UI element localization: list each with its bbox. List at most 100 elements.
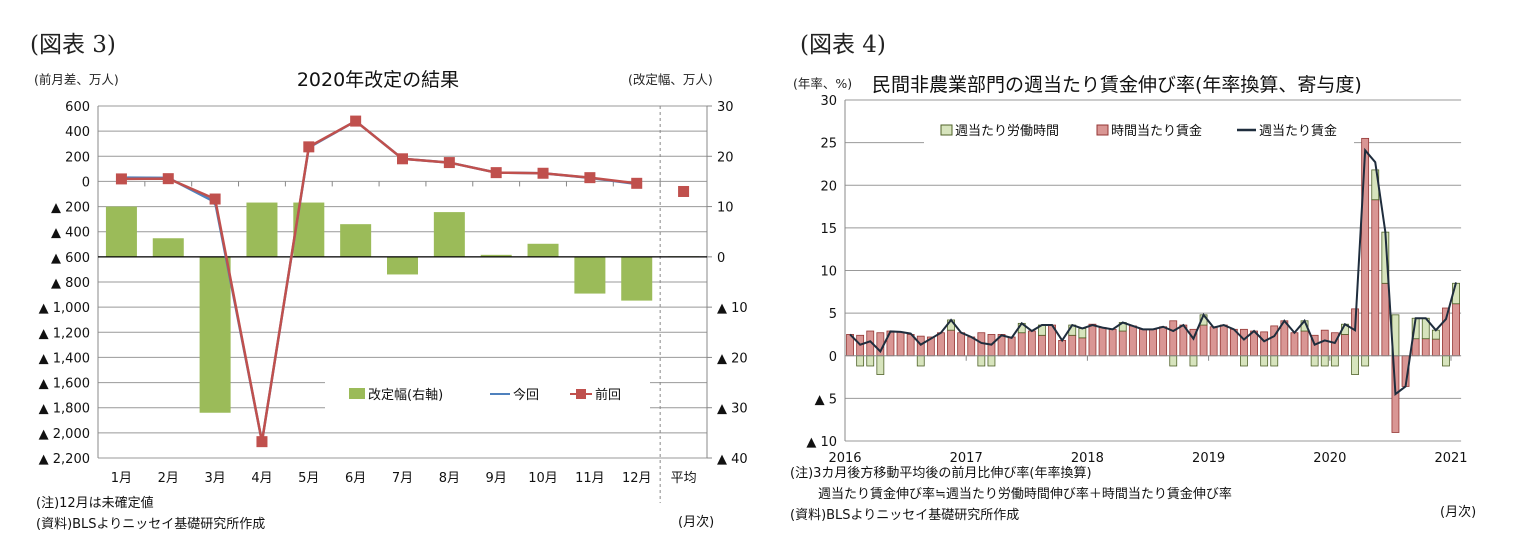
hourly-wage-bar xyxy=(1108,328,1117,357)
hourly-wage-bar xyxy=(1421,338,1430,357)
hourly-wage-bar xyxy=(1149,328,1157,357)
left-axis-tick-label: ▲ 400 xyxy=(51,226,90,241)
hourly-wage-bar xyxy=(947,329,955,357)
hourly-wage-bar xyxy=(1260,331,1269,357)
hourly-wage-bar xyxy=(1300,330,1309,357)
hourly-wage-bar xyxy=(1058,340,1067,357)
legend-swatch-hours xyxy=(940,124,953,136)
left-axis-tick-label: 0 xyxy=(82,175,90,190)
fig3-note: (注)12月は未確定値 xyxy=(36,495,154,511)
fig3-label: (図表 3) xyxy=(30,32,116,58)
fig3-period-unit: (月次) xyxy=(678,514,714,530)
fig3-left-axis-unit: (前月差、万人) xyxy=(34,72,119,87)
left-axis-tick-label: ▲ 800 xyxy=(51,276,90,291)
previous-marker xyxy=(256,436,268,448)
hours-bar xyxy=(1310,355,1319,367)
revision-bar xyxy=(480,254,512,257)
left-axis-tick-label: 200 xyxy=(65,150,90,165)
x-axis-tick-label: 2016 xyxy=(828,451,861,466)
previous-marker xyxy=(631,177,643,189)
y-axis-tick-label: ▲ 5 xyxy=(815,392,837,407)
legend-label-previous: 前回 xyxy=(595,387,621,403)
weekly-wage-line xyxy=(849,147,1458,397)
hourly-wage-bar xyxy=(1027,330,1036,357)
hourly-wage-bar xyxy=(1371,199,1380,357)
revision-bar xyxy=(152,238,184,257)
x-axis-tick-label: 2019 xyxy=(1192,451,1225,466)
left-axis-tick-label: ▲ 1,400 xyxy=(39,351,90,366)
hours-bar xyxy=(1270,355,1279,367)
x-axis-tick-label: 2018 xyxy=(1071,451,1104,466)
hourly-wage-bar xyxy=(1159,326,1168,357)
hours-bar xyxy=(866,355,875,367)
hourly-wage-bar xyxy=(1118,330,1127,357)
hourly-wage-bar xyxy=(1229,328,1238,357)
right-axis-tick-label: 10 xyxy=(717,201,734,216)
fig3-source: (資料)BLSよりニッセイ基礎研究所作成 xyxy=(36,517,265,532)
y-axis-tick-label: ▲ 10 xyxy=(806,435,837,450)
hours-bar xyxy=(1169,355,1178,367)
fig4-source: (資料)BLSよりニッセイ基礎研究所作成 xyxy=(790,508,1019,523)
left-axis-tick-label: ▲ 2,000 xyxy=(39,427,90,442)
hourly-wage-bar xyxy=(1128,325,1137,357)
hours-bar xyxy=(1078,328,1087,339)
hourly-wage-bar xyxy=(1199,324,1208,357)
category-label: 4月 xyxy=(251,471,272,486)
left-axis-tick-label: ▲ 2,200 xyxy=(39,452,90,467)
hourly-wage-bar xyxy=(916,335,925,357)
hourly-wage-bar xyxy=(957,332,966,357)
revision-bar xyxy=(105,206,137,257)
right-axis-tick-label: 0 xyxy=(717,251,725,266)
category-label: 2月 xyxy=(158,471,179,486)
left-axis-tick-label: 600 xyxy=(65,100,90,115)
left-axis-tick-label: ▲ 1,800 xyxy=(39,402,90,417)
legend-label-weekly-wage: 週当たり賃金 xyxy=(1259,123,1337,139)
hours-bar xyxy=(987,355,996,367)
legend-label-hourly-wage: 時間当たり賃金 xyxy=(1111,123,1202,139)
hours-bar xyxy=(1361,355,1370,367)
hourly-wage-bar xyxy=(967,336,976,357)
y-axis-tick-label: 25 xyxy=(820,137,837,152)
right-axis-tick-label: ▲ 10 xyxy=(717,301,748,316)
fig4-note-1: (注)3カ月後方移動平均後の前月比伸び率(年率換算) xyxy=(790,465,1092,481)
previous-marker xyxy=(303,141,315,153)
right-axis-tick-label: 20 xyxy=(717,150,734,165)
y-axis-tick-label: 0 xyxy=(829,350,837,365)
y-axis-tick-label: 10 xyxy=(820,265,837,280)
x-axis-tick-label: 2020 xyxy=(1313,451,1346,466)
revision-bar xyxy=(199,256,231,413)
y-axis-tick-label: 30 xyxy=(820,94,837,109)
hourly-wage-bar xyxy=(1431,338,1440,357)
fig4-axis-unit: (年率、%) xyxy=(793,76,852,91)
hourly-wage-bar xyxy=(1007,336,1016,357)
legend-swatch-hourly-wage xyxy=(1096,124,1109,136)
previous-marker xyxy=(537,167,549,179)
category-label: 12月 xyxy=(622,471,652,486)
right-axis-tick-label: ▲ 20 xyxy=(717,351,748,366)
hourly-wage-bar xyxy=(1139,328,1147,357)
category-label: 3月 xyxy=(204,471,225,486)
hours-bar xyxy=(916,355,925,367)
legend-label-revision: 改定幅(右軸) xyxy=(368,388,443,403)
right-axis-tick-label: ▲ 40 xyxy=(717,452,748,467)
category-label: 9月 xyxy=(486,471,507,486)
fig3-title: 2020年改定の結果 xyxy=(297,69,459,91)
hourly-wage-bar xyxy=(1290,332,1299,357)
hourly-wage-bar xyxy=(1381,282,1390,357)
category-label: 11月 xyxy=(575,471,605,486)
hourly-wage-bar xyxy=(1330,332,1339,357)
hours-bar xyxy=(1442,355,1450,367)
hourly-wage-bar xyxy=(1068,334,1077,357)
hourly-wage-bar xyxy=(1098,327,1107,357)
left-axis-tick-label: ▲ 600 xyxy=(51,251,90,266)
revision-bar xyxy=(574,256,606,294)
right-axis-tick-label: ▲ 30 xyxy=(717,402,748,417)
y-axis-tick-label: 15 xyxy=(820,222,837,237)
fig4-note-2: 週当たり賃金伸び率≒週当たり労働時間伸び率＋時間当たり賃金伸び率 xyxy=(818,486,1232,502)
revision-bar xyxy=(246,202,278,257)
hourly-wage-bar xyxy=(1078,337,1087,357)
hourly-wage-bar xyxy=(1361,137,1370,357)
x-axis-tick-label: 2017 xyxy=(950,451,983,466)
